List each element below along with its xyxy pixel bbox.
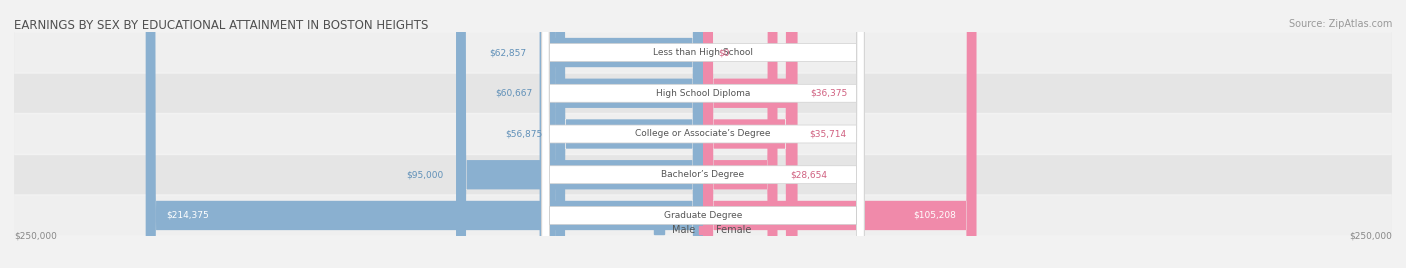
Text: EARNINGS BY SEX BY EDUCATIONAL ATTAINMENT IN BOSTON HEIGHTS: EARNINGS BY SEX BY EDUCATIONAL ATTAINMEN…: [14, 19, 429, 32]
FancyBboxPatch shape: [555, 0, 703, 268]
Text: Bachelor’s Degree: Bachelor’s Degree: [661, 170, 745, 179]
FancyBboxPatch shape: [14, 0, 1392, 268]
Text: Source: ZipAtlas.com: Source: ZipAtlas.com: [1288, 19, 1392, 29]
Text: $60,667: $60,667: [495, 89, 533, 98]
Text: High School Diploma: High School Diploma: [655, 89, 751, 98]
Text: $95,000: $95,000: [406, 170, 443, 179]
FancyBboxPatch shape: [703, 0, 797, 268]
Text: College or Associate’s Degree: College or Associate’s Degree: [636, 129, 770, 139]
Text: Graduate Degree: Graduate Degree: [664, 211, 742, 220]
FancyBboxPatch shape: [703, 0, 796, 268]
FancyBboxPatch shape: [146, 0, 703, 268]
FancyBboxPatch shape: [14, 0, 1392, 268]
Text: $62,857: $62,857: [489, 48, 527, 57]
FancyBboxPatch shape: [541, 0, 865, 268]
Text: $35,714: $35,714: [808, 129, 846, 139]
Text: $36,375: $36,375: [811, 89, 848, 98]
FancyBboxPatch shape: [541, 0, 865, 268]
Legend: Male, Female: Male, Female: [654, 225, 752, 235]
FancyBboxPatch shape: [541, 0, 865, 268]
FancyBboxPatch shape: [14, 0, 1392, 268]
FancyBboxPatch shape: [546, 0, 703, 268]
Text: $56,875: $56,875: [505, 129, 543, 139]
FancyBboxPatch shape: [703, 0, 778, 268]
FancyBboxPatch shape: [14, 0, 1392, 268]
Text: Less than High School: Less than High School: [652, 48, 754, 57]
FancyBboxPatch shape: [456, 0, 703, 268]
FancyBboxPatch shape: [14, 0, 1392, 268]
Text: $105,208: $105,208: [912, 211, 956, 220]
Text: $214,375: $214,375: [166, 211, 209, 220]
FancyBboxPatch shape: [540, 0, 703, 268]
FancyBboxPatch shape: [703, 0, 977, 268]
FancyBboxPatch shape: [541, 0, 865, 268]
Text: $250,000: $250,000: [14, 231, 56, 240]
Text: $28,654: $28,654: [790, 170, 828, 179]
Text: $250,000: $250,000: [1350, 231, 1392, 240]
FancyBboxPatch shape: [541, 0, 865, 268]
Text: $0: $0: [718, 48, 730, 57]
